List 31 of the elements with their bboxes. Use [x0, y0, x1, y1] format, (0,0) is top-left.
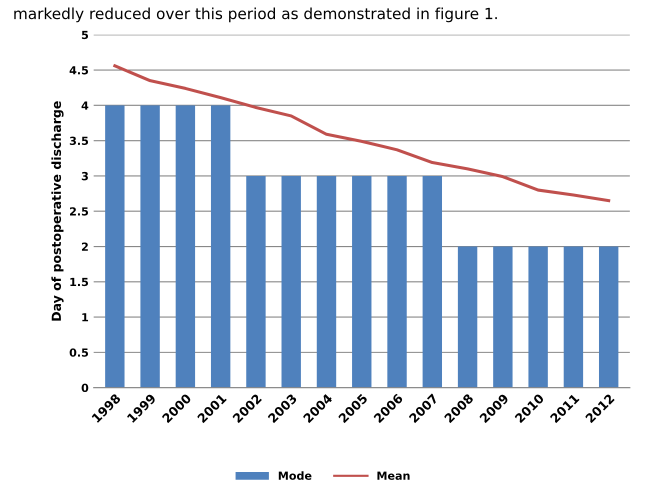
bar: [528, 246, 548, 388]
y-tick-label: 0: [82, 384, 88, 392]
bar: [352, 176, 372, 388]
y-tick-label: 2.5: [70, 207, 88, 216]
y-tick-label: 1.5: [70, 278, 88, 286]
bar: [458, 246, 478, 388]
bar: [422, 176, 442, 388]
y-tick-label: 4: [82, 101, 88, 110]
y-tick-label: 0.5: [70, 348, 88, 357]
bar: [598, 246, 618, 388]
bar: [282, 176, 301, 388]
y-tick-label: 3.5: [70, 136, 88, 146]
y-axis-title: Day of postoperative discharge: [51, 101, 64, 321]
bar: [140, 105, 160, 388]
y-tick-label: 5: [82, 30, 88, 40]
y-tick-label: 4.5: [70, 66, 88, 74]
y-tick-label: 3: [82, 172, 88, 180]
line-series: [113, 64, 610, 202]
text: markedly reduced over this period as demonstrated in figure 1.: [14, 7, 497, 22]
bar: [105, 105, 125, 388]
bar: [387, 176, 407, 388]
y-tick-label: 1: [82, 313, 88, 322]
bar: [316, 176, 336, 388]
bar: [210, 105, 230, 388]
y-tick-label: 2: [82, 242, 88, 251]
bar: [564, 246, 584, 388]
bar: [246, 176, 266, 388]
bar: [176, 105, 196, 388]
legend-label: Mean: [377, 472, 410, 480]
bar: [493, 246, 513, 388]
legend-label: Mode: [278, 471, 312, 480]
